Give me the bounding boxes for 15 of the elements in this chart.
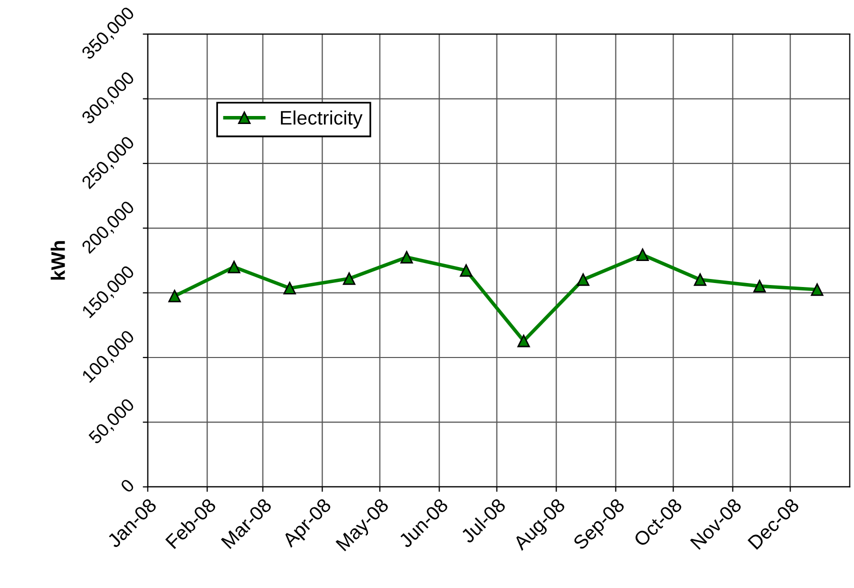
- point: [517, 334, 530, 348]
- y-tick-label: 0: [120, 478, 135, 494]
- legend-label: Electricity: [280, 110, 363, 129]
- point: [342, 272, 356, 285]
- y-axis-title: kWh: [50, 241, 65, 280]
- point: [694, 273, 706, 286]
- point: [576, 273, 590, 286]
- point: [168, 290, 181, 302]
- point: [400, 251, 413, 264]
- point: [228, 260, 240, 274]
- point: [283, 282, 296, 294]
- point: [753, 280, 766, 292]
- point: [636, 248, 649, 262]
- point: [810, 283, 824, 296]
- point: [460, 264, 472, 277]
